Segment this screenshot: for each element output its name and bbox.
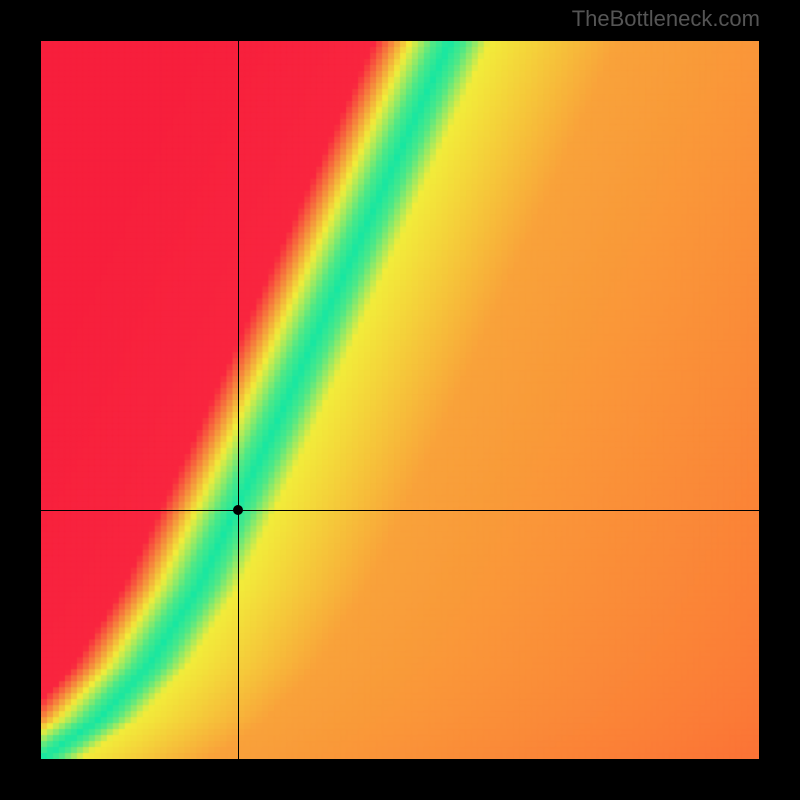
heatmap-canvas — [41, 41, 759, 759]
plot-area — [41, 41, 759, 759]
chart-container: TheBottleneck.com — [0, 0, 800, 800]
watermark-text: TheBottleneck.com — [572, 6, 760, 32]
marker-dot — [233, 505, 243, 515]
crosshair-vertical — [238, 41, 239, 759]
crosshair-horizontal — [41, 510, 759, 511]
